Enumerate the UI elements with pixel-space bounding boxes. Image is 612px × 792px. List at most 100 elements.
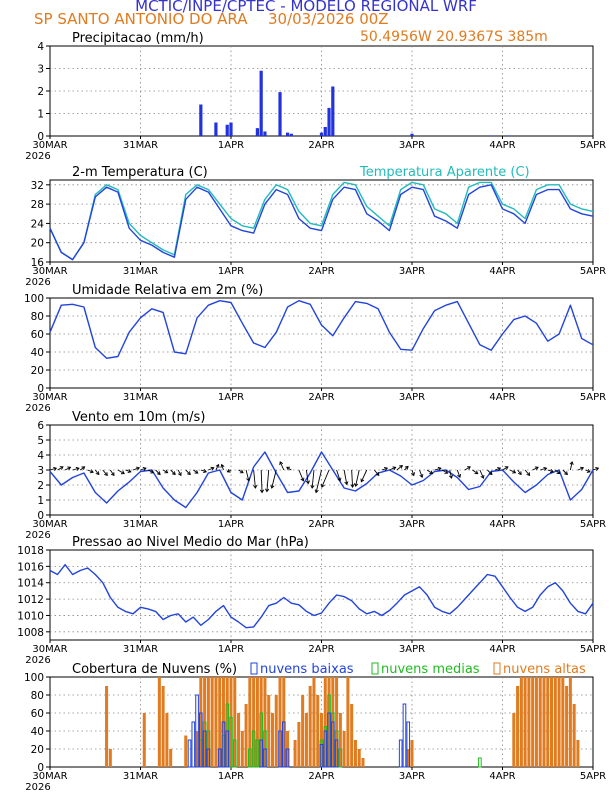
wind-vector-head bbox=[429, 470, 434, 475]
wind-vector-head bbox=[203, 469, 208, 474]
precip-bar bbox=[285, 132, 290, 136]
wind-vector-head bbox=[75, 466, 80, 471]
wind-vector bbox=[125, 469, 132, 474]
wind-ytick-label-3: 3 bbox=[37, 465, 44, 477]
wind-vector-head bbox=[104, 472, 108, 477]
cloud-bar-nuvens-altas bbox=[195, 731, 199, 767]
clouds-xtick-label-2: 1APR bbox=[218, 771, 244, 782]
temp-ytick-label-0: 16 bbox=[31, 257, 45, 269]
temp-series-0 bbox=[49, 181, 594, 261]
wind-vector-shaft bbox=[562, 469, 568, 475]
wind-vector-head bbox=[53, 466, 58, 471]
rh-ytick-label-1: 20 bbox=[31, 365, 44, 377]
wind-vector-shaft bbox=[389, 466, 396, 471]
wind-vector-shaft bbox=[298, 469, 304, 481]
wind-vector-shaft bbox=[79, 466, 85, 471]
cloud-bar-nuvens-altas bbox=[293, 740, 297, 767]
wind-vector-head bbox=[497, 466, 502, 471]
wind-vector-shaft bbox=[547, 469, 554, 473]
wind-title: Vento em 10m (m/s) bbox=[72, 410, 205, 425]
wind-vector bbox=[79, 466, 86, 471]
wind-vector-shaft bbox=[456, 469, 461, 478]
cloud-bar-nuvens-baixas bbox=[263, 748, 267, 768]
cloud-bar-nuvens-altas bbox=[572, 704, 576, 767]
wind-vector-shaft bbox=[266, 469, 270, 492]
clouds-ytick-label-1: 20 bbox=[31, 744, 44, 756]
precip-bar bbox=[489, 135, 493, 136]
wind-vector-head bbox=[419, 473, 424, 478]
cloud-bar-nuvens-altas bbox=[542, 677, 546, 767]
wind-vector bbox=[350, 469, 355, 488]
wind-vector bbox=[532, 466, 539, 471]
rh-ytick-label-3: 60 bbox=[31, 329, 44, 341]
cloud-bar-nuvens-medias bbox=[248, 748, 252, 768]
cloud-bar-nuvens-altas bbox=[263, 677, 267, 767]
wind-vector-shaft bbox=[321, 469, 330, 488]
wind-vector-head bbox=[384, 466, 389, 471]
wind-vector bbox=[215, 463, 220, 471]
pressure-xtick-label-0: 30MAR bbox=[32, 644, 67, 655]
cloud-bar-nuvens-altas bbox=[301, 695, 305, 767]
wind-vector-head bbox=[171, 471, 176, 476]
wind-vector bbox=[396, 464, 403, 471]
wind-vector bbox=[487, 469, 493, 476]
wind-vector-shaft bbox=[396, 465, 403, 471]
temp-ytick-label-1: 20 bbox=[31, 238, 44, 250]
wind-vector bbox=[155, 469, 161, 476]
wind-vector-shaft bbox=[215, 464, 220, 471]
precip-bar bbox=[319, 132, 324, 136]
temp-title: 2-m Temperatura (C) bbox=[72, 165, 208, 180]
cloud-bar-nuvens-baixas bbox=[278, 730, 282, 768]
wind-xtick-label-0: 30MAR bbox=[32, 519, 67, 530]
wind-vector-shaft bbox=[577, 467, 584, 471]
cloud-bar-nuvens-baixas bbox=[259, 739, 263, 768]
cloud-bar-nuvens-medias bbox=[338, 748, 343, 768]
wind-xtick-label-5: 4APR bbox=[489, 519, 515, 530]
pressure-xtick-label-1: 31MAR bbox=[123, 644, 158, 655]
wind-vector-head bbox=[305, 480, 310, 485]
wind-vector-head bbox=[586, 468, 591, 473]
station-coords: 50.4956W 20.9367S 385m bbox=[360, 29, 548, 45]
clouds-year-label: 2026 bbox=[25, 782, 50, 792]
wind-vector-head bbox=[187, 471, 191, 476]
precip-xtick-label-1: 31MAR bbox=[123, 140, 158, 151]
cloud-bar-nuvens-medias bbox=[478, 757, 482, 768]
cloud-bar-nuvens-altas bbox=[248, 677, 252, 767]
cloud-bar-nuvens-altas bbox=[233, 677, 237, 767]
wind-vector bbox=[389, 466, 397, 471]
clouds-xtick-label-5: 4APR bbox=[489, 771, 515, 782]
pressure-xtick-label-2: 1APR bbox=[218, 644, 244, 655]
pressure-xtick-label-6: 5APR bbox=[580, 644, 606, 655]
cloud-bar-nuvens-altas bbox=[267, 695, 271, 767]
wind-xtick-label-1: 31MAR bbox=[123, 519, 158, 530]
wind-vector-shaft bbox=[260, 469, 263, 493]
wind-vector-head bbox=[270, 484, 275, 489]
wind-vector-head bbox=[210, 466, 215, 471]
wind-vector-head bbox=[156, 471, 161, 476]
rh-ytick-label-0: 0 bbox=[37, 383, 44, 395]
wind-vector bbox=[177, 469, 182, 477]
cloud-bar-nuvens-altas bbox=[244, 704, 248, 767]
cloud-bar-nuvens-altas bbox=[350, 704, 354, 767]
wind-vector-shaft bbox=[279, 461, 285, 471]
cloud-legend-swatch bbox=[371, 662, 379, 675]
wind-vector-shaft bbox=[147, 469, 154, 474]
wind-vector bbox=[140, 466, 147, 471]
rh-xtick-label-3: 2APR bbox=[308, 392, 334, 403]
station-name: SP SANTO ANTONIO DO ARA bbox=[34, 10, 248, 28]
wind-vector-head bbox=[95, 471, 100, 476]
cloud-bar-nuvens-altas bbox=[550, 677, 554, 767]
wind-vector-shaft bbox=[419, 469, 423, 478]
wind-vector-shaft bbox=[125, 469, 131, 473]
wind-vector-head bbox=[543, 466, 548, 471]
cloud-bar-nuvens-altas bbox=[165, 713, 169, 767]
wind-vector-head bbox=[360, 478, 365, 483]
temp-xtick-label-6: 5APR bbox=[580, 266, 606, 277]
wind-vector-shaft bbox=[155, 469, 161, 475]
cloud-bar-nuvens-altas bbox=[105, 686, 109, 767]
wind-vector-head bbox=[350, 484, 355, 488]
wind-vector bbox=[524, 469, 531, 477]
wind-vector-shaft bbox=[441, 469, 448, 474]
wind-vector bbox=[479, 469, 485, 479]
